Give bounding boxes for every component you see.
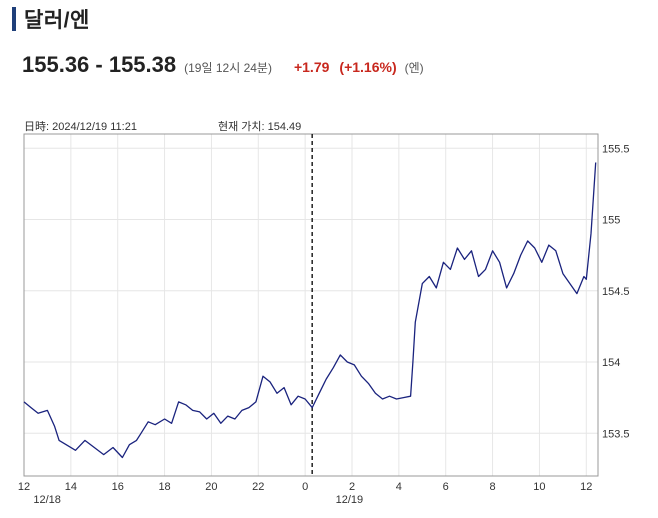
x-tick-label: 2 <box>349 481 355 493</box>
title-bar: 달러/엔 <box>12 6 90 32</box>
x-tick-label: 22 <box>252 481 264 493</box>
x-tick-label: 12 <box>18 481 30 493</box>
x-date-label: 12/19 <box>336 494 364 506</box>
quote-row: 155.36 - 155.38 (19일 12시 24분) +1.79 (+1.… <box>22 52 424 78</box>
x-tick-label: 6 <box>443 481 449 493</box>
x-date-label: 12/18 <box>33 494 61 506</box>
quote-change: +1.79 <box>293 59 330 75</box>
x-tick-label: 14 <box>65 481 77 493</box>
title-accent-bar <box>12 7 16 31</box>
x-tick-label: 0 <box>302 481 308 493</box>
chart-datetime: 日時: 2024/12/19 11:21 <box>24 121 137 133</box>
plot-border <box>23 133 599 477</box>
y-tick-label: 155.5 <box>602 143 630 155</box>
x-tick-label: 12 <box>580 481 592 493</box>
chart-current-value: 현재 가치: 154.49 <box>218 121 302 133</box>
quote-time: (19일 12시 24분) <box>184 61 272 75</box>
y-tick-label: 155 <box>602 215 620 227</box>
quote-change-percent: (+1.16%) <box>339 59 397 75</box>
quote-unit: (엔) <box>404 61 424 75</box>
quote-range: 155.36 - 155.38 <box>22 52 177 77</box>
x-tick-label: 18 <box>158 481 170 493</box>
plot-area <box>24 134 598 476</box>
series-line <box>23 162 597 459</box>
x-tick-label: 20 <box>205 481 217 493</box>
x-tick-label: 10 <box>533 481 545 493</box>
x-tick-label: 8 <box>490 481 496 493</box>
x-tick-label: 16 <box>112 481 124 493</box>
y-tick-label: 154 <box>602 357 620 369</box>
x-tick-label: 4 <box>396 481 402 493</box>
y-tick-label: 153.5 <box>602 428 630 440</box>
y-tick-label: 154.5 <box>602 286 630 298</box>
page-title: 달러/엔 <box>24 9 90 32</box>
